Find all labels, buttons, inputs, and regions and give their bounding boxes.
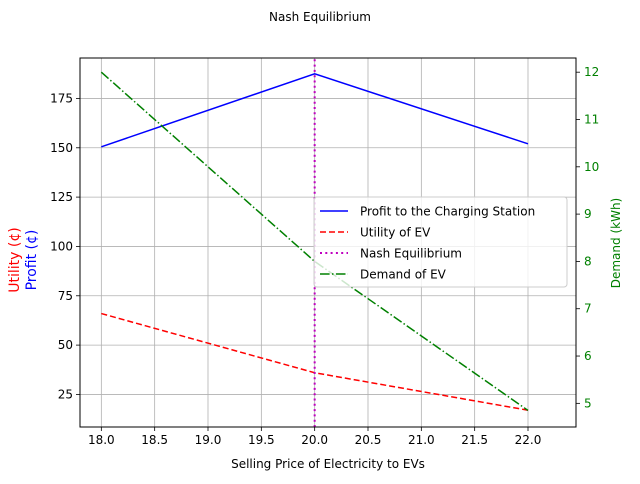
demand-line — [100, 71, 529, 412]
y-axis-left: 25 50 75 100 125 150 175 — [50, 91, 80, 401]
y-left-tick-label: 25 — [58, 387, 73, 401]
chart-title: Nash Equilibrium — [269, 10, 371, 24]
y-left-tick-label: 150 — [50, 141, 73, 155]
legend: Profit to the Charging Station Utility of… — [313, 196, 568, 288]
legend-label: Utility of EV — [360, 226, 431, 240]
x-tick-label: 19.0 — [195, 433, 222, 447]
y-right-tick-label: 11 — [584, 113, 599, 127]
plot-frame — [79, 57, 577, 428]
x-axis: 18.0 18.5 19.0 19.5 20.0 20.5 21.0 21.5 22.0 — [88, 427, 541, 447]
x-tick-label: 18.5 — [141, 433, 168, 447]
x-axis-label: Selling Price of Electricity to EVs — [231, 457, 425, 471]
y-left-tick-label: 100 — [50, 239, 73, 253]
legend-label: Nash Equilibrium — [360, 247, 462, 261]
y-left-tick-label: 175 — [50, 91, 73, 105]
legend-label: Profit to the Charging Station — [360, 205, 535, 219]
profit-line — [101, 72, 529, 148]
x-tick-label: 19.5 — [248, 433, 275, 447]
y-left-tick-label: 75 — [58, 289, 73, 303]
y-right-tick-label: 8 — [584, 254, 592, 268]
y-axis-right-label: Demand (kWh) — [609, 198, 623, 289]
y-left-tick-label: 125 — [50, 190, 73, 204]
y-left-tick-label: 50 — [58, 338, 73, 352]
x-tick-label: 21.5 — [461, 433, 488, 447]
series-group — [100, 58, 529, 427]
y-right-tick-label: 10 — [584, 160, 599, 174]
x-tick-label: 20.5 — [355, 433, 382, 447]
x-tick-label: 20.0 — [301, 433, 328, 447]
y-right-tick-label: 5 — [584, 396, 592, 410]
x-tick-label: 22.0 — [515, 433, 542, 447]
y-axis-right: 5 6 7 8 9 10 11 12 — [576, 65, 599, 410]
y-right-tick-label: 7 — [584, 302, 592, 316]
y-right-tick-label: 6 — [584, 349, 592, 363]
x-tick-label: 21.0 — [408, 433, 435, 447]
legend-label: Demand of EV — [360, 268, 447, 282]
legend-box — [313, 196, 568, 288]
y-right-tick-label: 9 — [584, 207, 592, 221]
y-axis-left-label-utility: Utility (¢) — [7, 227, 23, 292]
x-tick-label: 18.0 — [88, 433, 115, 447]
y-right-tick-label: 12 — [584, 65, 599, 79]
y-axis-left-label-profit: Profit (¢) — [24, 230, 40, 291]
